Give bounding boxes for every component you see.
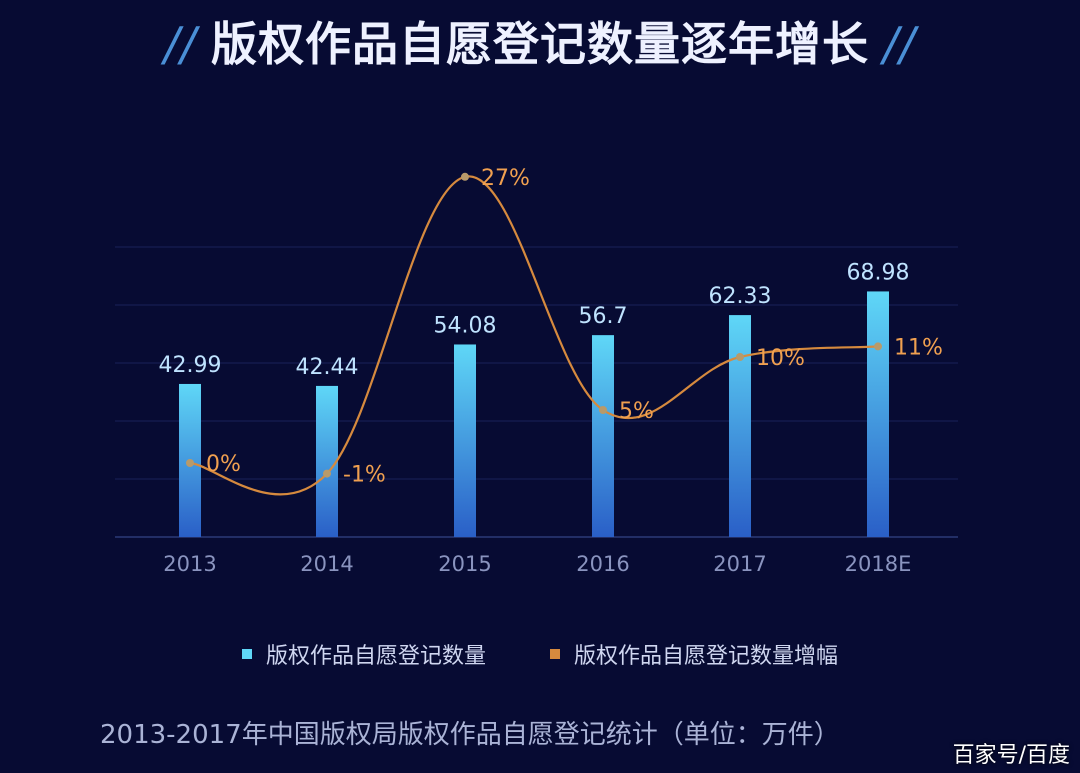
x-tick-label: 2016 xyxy=(576,552,629,576)
growth-pct-label: 11% xyxy=(894,335,943,360)
bar-series xyxy=(179,291,889,537)
grid-lines xyxy=(115,246,958,538)
bar-2014 xyxy=(316,385,338,537)
legend-item-count: 版权作品自愿登记数量 xyxy=(241,638,486,670)
title-text: 版权作品自愿登记数量逐年增长 xyxy=(211,17,869,71)
growth-point-2018E xyxy=(874,342,882,351)
growth-pct-label: -1% xyxy=(343,463,386,488)
x-tick-label: 2018E xyxy=(845,552,912,576)
legend-swatch-growth xyxy=(550,649,560,659)
growth-pct-label: 27% xyxy=(481,166,530,191)
x-tick-label: 2013 xyxy=(163,552,216,576)
bar-2018E xyxy=(867,291,889,537)
bar-value-label: 56.7 xyxy=(579,304,628,329)
legend-swatch-count xyxy=(241,649,252,659)
growth-point-2016 xyxy=(599,406,607,414)
watermark: 百家号/百度 xyxy=(952,743,1070,768)
legend: 版权作品自愿登记数量 版权作品自愿登记数量增幅 xyxy=(0,638,1080,670)
bar-2017 xyxy=(729,315,751,537)
growth-point-2013 xyxy=(186,459,194,467)
title-decor-right: // xyxy=(883,17,916,71)
x-tick-label: 2014 xyxy=(300,552,353,576)
bar-value-label: 68.98 xyxy=(847,260,910,285)
bar-value-label: 42.99 xyxy=(159,353,222,378)
growth-pct-label: 0% xyxy=(206,452,241,477)
chart-canvas: 42.99 42.44 54.08 56.7 62.33 68.98 0% -1% 27% 5% 1… xyxy=(115,166,958,576)
bar-value-label: 54.08 xyxy=(434,313,497,338)
growth-line-series xyxy=(186,172,882,496)
legend-item-growth: 版权作品自愿登记数量增幅 xyxy=(550,638,838,670)
growth-pct-label: 5% xyxy=(619,399,654,424)
bar-2015 xyxy=(454,344,476,537)
bar-2016 xyxy=(592,335,614,537)
growth-point-2017 xyxy=(736,353,744,361)
title-decor-left: // xyxy=(164,17,197,71)
x-tick-label: 2017 xyxy=(713,552,766,576)
growth-pct-label: 10% xyxy=(756,346,805,371)
chart-title: // 版权作品自愿登记数量逐年增长 // xyxy=(0,8,1080,74)
growth-line xyxy=(189,175,879,496)
bar-value-label: 62.33 xyxy=(709,284,772,309)
chart-caption: 2013-2017年中国版权局版权作品自愿登记统计（单位：万件） xyxy=(100,720,840,750)
x-tick-label: 2015 xyxy=(438,552,491,576)
legend-label-count: 版权作品自愿登记数量 xyxy=(265,644,486,669)
growth-point-2014 xyxy=(323,469,331,478)
bar-value-label: 42.44 xyxy=(296,355,359,380)
data-labels: 42.99 42.44 54.08 56.7 62.33 68.98 0% -1% 27% 5% 1… xyxy=(159,166,943,488)
x-axis-ticks: 2013 2014 2015 2016 2017 2018E xyxy=(163,552,911,576)
growth-point-2015 xyxy=(461,172,469,181)
legend-label-growth: 版权作品自愿登记数量增幅 xyxy=(574,644,839,669)
